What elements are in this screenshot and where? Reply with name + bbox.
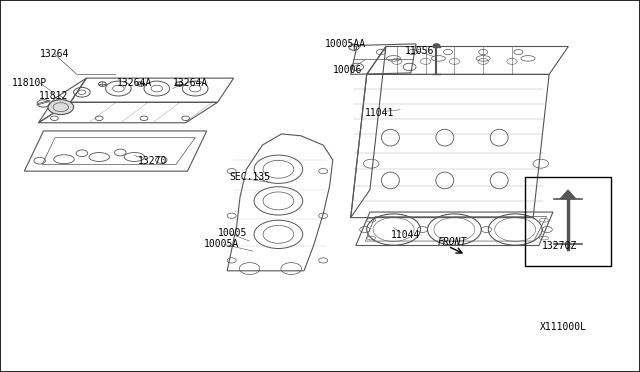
Text: 10005AA: 10005AA <box>325 39 366 49</box>
Text: 11041: 11041 <box>365 108 394 118</box>
Text: 10006: 10006 <box>333 65 362 75</box>
Text: 13264: 13264 <box>40 49 69 59</box>
Text: 10005A: 10005A <box>204 240 239 249</box>
Text: 11056: 11056 <box>405 46 435 55</box>
Polygon shape <box>559 190 576 199</box>
Text: SEC.135: SEC.135 <box>229 173 270 182</box>
Text: FRONT: FRONT <box>437 237 467 247</box>
Text: 11812: 11812 <box>38 91 68 101</box>
Text: X111000L: X111000L <box>540 323 586 332</box>
Bar <box>525 177 611 266</box>
Text: 13264A: 13264A <box>173 78 208 88</box>
Text: 11044: 11044 <box>390 230 420 240</box>
Text: 13270Z: 13270Z <box>541 241 577 250</box>
Text: 13270: 13270 <box>138 156 168 166</box>
Text: 10005: 10005 <box>218 228 248 238</box>
Text: 13264A: 13264A <box>117 78 152 88</box>
Circle shape <box>48 100 74 115</box>
Text: 11810P: 11810P <box>12 78 47 87</box>
Circle shape <box>433 43 440 48</box>
